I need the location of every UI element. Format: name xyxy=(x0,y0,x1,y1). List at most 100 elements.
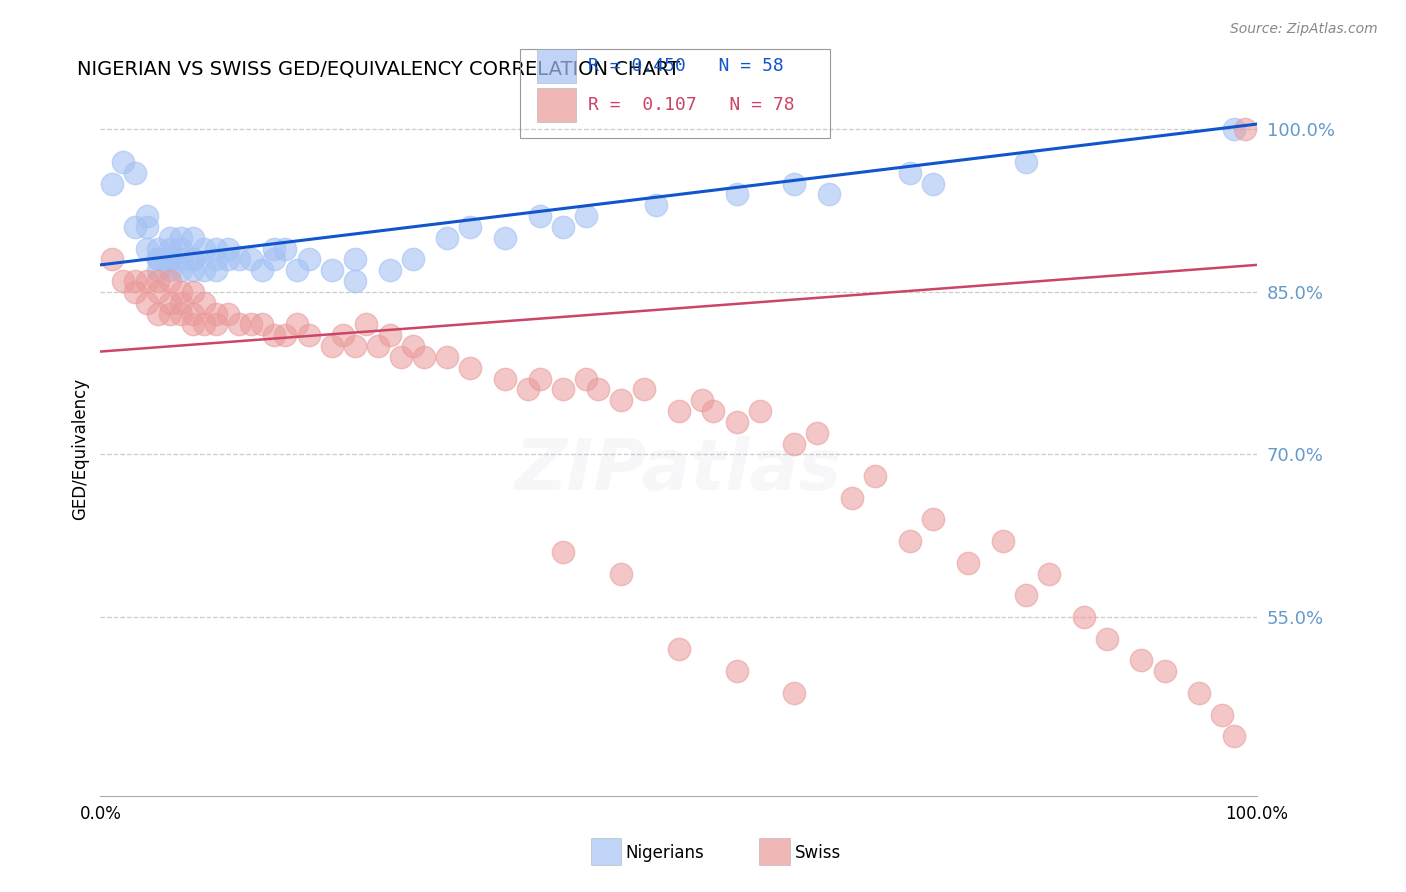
Point xyxy=(922,177,945,191)
Point xyxy=(1223,122,1246,136)
Point xyxy=(148,307,170,321)
Point xyxy=(181,318,204,332)
Point xyxy=(193,295,215,310)
Point xyxy=(460,360,482,375)
Point xyxy=(263,242,285,256)
Point xyxy=(193,263,215,277)
Point xyxy=(205,307,228,321)
Point xyxy=(806,425,828,440)
Point xyxy=(783,177,806,191)
Point xyxy=(378,328,401,343)
Point xyxy=(228,252,250,267)
Point xyxy=(389,350,412,364)
Point xyxy=(321,339,343,353)
Point xyxy=(343,339,366,353)
Point xyxy=(725,415,748,429)
Point xyxy=(343,274,366,288)
Point xyxy=(551,219,574,234)
Point xyxy=(135,242,157,256)
Point xyxy=(135,295,157,310)
Point xyxy=(413,350,436,364)
Point xyxy=(181,307,204,321)
Point xyxy=(217,252,239,267)
Point xyxy=(748,404,770,418)
Point xyxy=(529,209,551,223)
Point xyxy=(586,383,609,397)
Point xyxy=(274,242,297,256)
Point xyxy=(494,231,516,245)
Point xyxy=(818,187,841,202)
Point xyxy=(159,231,181,245)
Point xyxy=(1211,707,1233,722)
Point xyxy=(159,307,181,321)
Point xyxy=(460,219,482,234)
Y-axis label: GED/Equivalency: GED/Equivalency xyxy=(72,378,89,520)
Point xyxy=(285,318,308,332)
Point xyxy=(610,566,633,581)
Point xyxy=(181,231,204,245)
Point xyxy=(252,318,274,332)
Point xyxy=(148,274,170,288)
Point xyxy=(332,328,354,343)
Point xyxy=(378,263,401,277)
Point xyxy=(159,252,181,267)
Point xyxy=(148,242,170,256)
Point xyxy=(644,198,666,212)
Point xyxy=(252,263,274,277)
Point xyxy=(725,664,748,678)
Point xyxy=(321,263,343,277)
Point xyxy=(1015,588,1038,602)
Point xyxy=(575,371,598,385)
Point xyxy=(1223,729,1246,743)
Point xyxy=(193,242,215,256)
Point xyxy=(135,219,157,234)
Point xyxy=(112,274,135,288)
Text: R =  0.107   N = 78: R = 0.107 N = 78 xyxy=(588,96,794,114)
Point xyxy=(494,371,516,385)
Point xyxy=(135,209,157,223)
Point xyxy=(193,318,215,332)
Point xyxy=(148,263,170,277)
Text: ZIPatlas: ZIPatlas xyxy=(515,435,842,505)
Point xyxy=(783,686,806,700)
Point xyxy=(205,242,228,256)
Point xyxy=(668,404,690,418)
Point xyxy=(135,274,157,288)
Point xyxy=(181,252,204,267)
Point xyxy=(217,242,239,256)
Point xyxy=(263,252,285,267)
Point xyxy=(783,436,806,450)
Point xyxy=(551,383,574,397)
Point xyxy=(124,285,146,299)
Point xyxy=(170,263,193,277)
Point xyxy=(1073,610,1095,624)
Point xyxy=(170,285,193,299)
Point xyxy=(1188,686,1211,700)
Point xyxy=(725,187,748,202)
Point xyxy=(170,252,193,267)
Point xyxy=(101,177,124,191)
Point xyxy=(124,219,146,234)
Point xyxy=(898,534,921,549)
Point xyxy=(170,231,193,245)
Point xyxy=(124,166,146,180)
Text: NIGERIAN VS SWISS GED/EQUIVALENCY CORRELATION CHART: NIGERIAN VS SWISS GED/EQUIVALENCY CORREL… xyxy=(77,60,681,78)
Point xyxy=(401,339,423,353)
Point xyxy=(170,295,193,310)
Point xyxy=(285,263,308,277)
Text: Source: ZipAtlas.com: Source: ZipAtlas.com xyxy=(1230,22,1378,37)
Point xyxy=(865,469,887,483)
Point xyxy=(101,252,124,267)
Point xyxy=(529,371,551,385)
Point xyxy=(1095,632,1118,646)
Point xyxy=(1153,664,1175,678)
Point xyxy=(159,274,181,288)
Point xyxy=(436,350,458,364)
Point xyxy=(239,252,262,267)
Point xyxy=(517,383,540,397)
Point xyxy=(1038,566,1060,581)
Point xyxy=(159,252,181,267)
Point xyxy=(170,307,193,321)
Point xyxy=(148,252,170,267)
Point xyxy=(297,252,319,267)
